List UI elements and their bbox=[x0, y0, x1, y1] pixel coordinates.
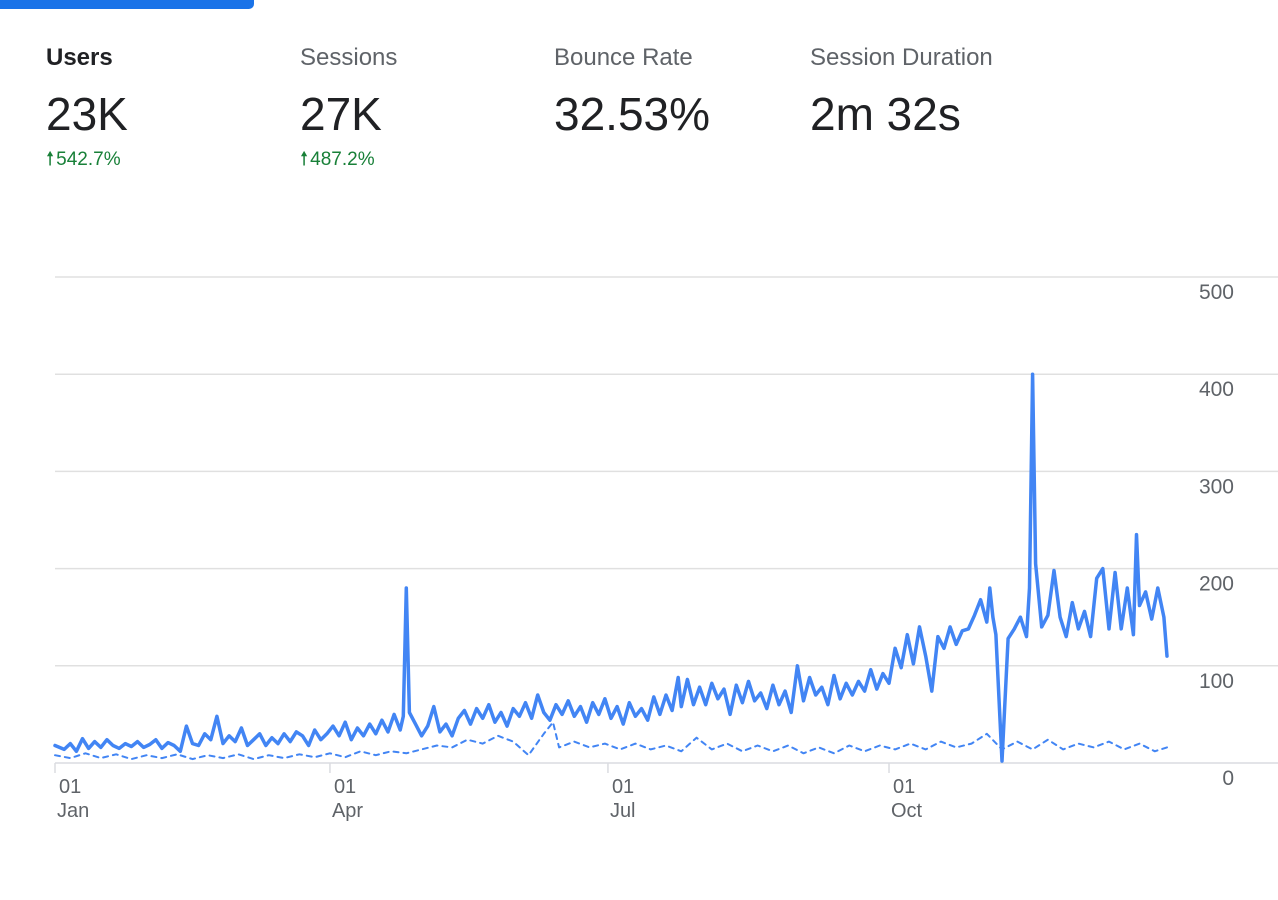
y-tick-label-200: 200 bbox=[1199, 573, 1234, 596]
metrics-row: Users 23K 🠕 542.7% Sessions 27K 🠕 487.2% B… bbox=[46, 40, 1246, 200]
y-tick-label-500: 500 bbox=[1199, 281, 1234, 304]
active-tab-indicator bbox=[0, 0, 254, 9]
x-tick-day-label-oct: 01 bbox=[893, 776, 915, 798]
metric-change-sessions-value: 487.2% bbox=[310, 149, 375, 170]
y-tick-label-0: 0 bbox=[1222, 767, 1234, 790]
x-tick-month-label-apr: Apr bbox=[332, 800, 363, 822]
x-tick-month-label-jul: Jul bbox=[610, 800, 636, 822]
metric-tab-bounce-rate[interactable]: Bounce Rate 32.53% bbox=[554, 40, 794, 190]
y-tick-label-400: 400 bbox=[1199, 378, 1234, 401]
metric-change-sessions: 🠕 487.2% bbox=[300, 148, 540, 172]
metric-change-users: 🠕 542.7% bbox=[46, 148, 286, 172]
metric-label-session-duration: Session Duration bbox=[810, 44, 993, 71]
metric-label-users: Users bbox=[46, 44, 113, 71]
x-tick-day-label-jan: 01 bbox=[59, 776, 81, 798]
metric-tab-users[interactable]: Users 23K 🠕 542.7% bbox=[46, 40, 286, 190]
metric-value-users: 23K bbox=[46, 88, 128, 140]
metric-value-sessions: 27K bbox=[300, 88, 382, 140]
metric-value-bounce-rate: 32.53% bbox=[554, 88, 711, 140]
series-line-previous-period[interactable] bbox=[54, 721, 1168, 761]
metric-label-sessions: Sessions bbox=[300, 44, 398, 71]
arrow-up-icon: 🠕 bbox=[300, 149, 309, 170]
y-axis-ticks: 0 100 200 300 400 500 bbox=[1199, 281, 1234, 790]
metric-label-bounce-rate: Bounce Rate bbox=[554, 44, 693, 71]
metric-tab-sessions[interactable]: Sessions 27K 🠕 487.2% bbox=[300, 40, 540, 190]
metric-tab-session-duration[interactable]: Session Duration 2m 32s bbox=[810, 40, 1110, 190]
x-tick-month-label-jan: Jan bbox=[57, 800, 89, 822]
y-tick-label-100: 100 bbox=[1199, 670, 1234, 693]
x-tick-month-label-oct: Oct bbox=[891, 800, 923, 822]
chart-series bbox=[53, 372, 1169, 763]
metric-value-session-duration: 2m 32s bbox=[810, 88, 961, 140]
y-tick-label-300: 300 bbox=[1199, 475, 1234, 498]
series-line-current-period[interactable] bbox=[53, 372, 1169, 763]
metric-change-users-value: 542.7% bbox=[56, 149, 121, 170]
arrow-up-icon: 🠕 bbox=[46, 149, 55, 170]
x-tick-day-label-apr: 01 bbox=[334, 776, 356, 798]
x-tick-day-label-jul: 01 bbox=[612, 776, 634, 798]
chart-grid bbox=[55, 276, 1278, 764]
